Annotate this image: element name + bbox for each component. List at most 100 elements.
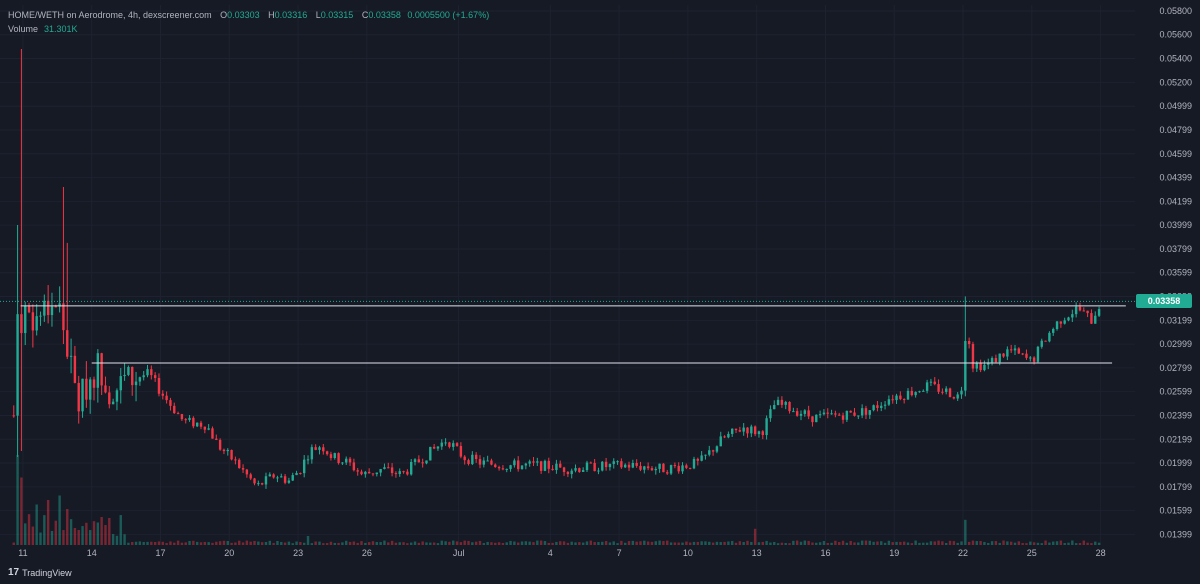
volume-bar (1048, 542, 1051, 545)
candle-body (505, 468, 508, 470)
candle-body (715, 446, 719, 452)
candle-body (662, 463, 665, 473)
candle-body (371, 473, 375, 475)
volume-bar (1032, 542, 1036, 545)
volume-bar (398, 542, 401, 545)
candle-body (501, 468, 505, 470)
volume-bar (910, 543, 914, 545)
candle-body (325, 451, 329, 455)
candle-body (127, 366, 130, 375)
volume-bar (643, 540, 646, 545)
volume-bar (792, 540, 795, 545)
candle-body (402, 471, 405, 473)
volume-bar (929, 541, 933, 545)
volume-bar (207, 542, 210, 545)
volume-bar (497, 542, 501, 545)
volume-bar (1013, 542, 1017, 545)
candle-body (826, 412, 829, 414)
candle-body (918, 391, 921, 393)
x-tick-label: 17 (155, 548, 165, 558)
volume-bar (421, 541, 424, 545)
x-tick-label: 16 (820, 548, 830, 558)
volume-bar (769, 542, 772, 545)
candle-body (88, 379, 92, 400)
candle-body (902, 399, 906, 401)
candle-body (337, 453, 340, 464)
candle-body (471, 454, 474, 465)
candle-body (192, 417, 195, 427)
candle-body (574, 468, 577, 471)
volume-legend: Volume 31.301K (8, 24, 78, 34)
volume-bar (803, 540, 807, 545)
volume-bar (195, 541, 199, 545)
tradingview-brand[interactable]: 17 TradingView (8, 567, 72, 578)
candle-body (593, 462, 596, 472)
y-tick-label: 0.04399 (1159, 173, 1192, 183)
volume-bar (46, 500, 50, 545)
volume-bar (715, 541, 719, 545)
candle-body (207, 428, 210, 430)
candle-body (631, 463, 635, 468)
candle-body (860, 408, 864, 416)
open-value: 0.03303 (227, 10, 260, 20)
volume-bar (941, 541, 944, 545)
candle-body (463, 456, 466, 461)
volume-bar (310, 543, 314, 545)
legend-header: HOME/WETH on Aerodrome, 4h, dexscreener.… (8, 10, 489, 20)
volume-bar (490, 542, 493, 545)
volume-bar (937, 540, 940, 545)
volume-bar (811, 542, 814, 545)
volume-bar (650, 541, 654, 545)
volume-value: 31.301K (44, 24, 78, 34)
volume-bar (467, 540, 470, 545)
candle-body (1094, 315, 1097, 324)
candle-body (845, 410, 849, 420)
volume-bar (88, 530, 92, 545)
candle-body (43, 300, 46, 316)
volume-bar (402, 542, 405, 545)
x-tick-label: 11 (18, 548, 27, 558)
volume-bar (727, 541, 730, 545)
volume-bar (876, 541, 879, 545)
volume-bar (979, 541, 982, 545)
candle-body (494, 464, 497, 468)
candle-body (383, 467, 386, 470)
volume-bar (1017, 541, 1021, 545)
candle-body (807, 410, 810, 417)
candle-body (849, 410, 852, 413)
level-lines (0, 300, 1135, 364)
candle-body (417, 459, 421, 463)
volume-bar (77, 529, 80, 545)
candle-body (1063, 320, 1066, 324)
volume-bar (612, 541, 615, 545)
candle-body (73, 355, 77, 383)
volume-bar (746, 540, 749, 545)
volume-bar (708, 541, 711, 545)
candle-body (834, 413, 837, 415)
volume-bar (918, 542, 921, 545)
candle-body (864, 408, 868, 415)
candle-body (180, 414, 184, 420)
candle-body (184, 419, 187, 421)
volume-bar (123, 534, 126, 545)
volume-bar (956, 542, 959, 545)
volume-bar (413, 541, 417, 545)
candle-body (302, 459, 306, 474)
candle-body (983, 364, 986, 371)
volume-bar (203, 541, 207, 545)
candle-body (685, 465, 688, 468)
volume-bar (914, 540, 917, 545)
candle-body (241, 468, 245, 470)
candle-body (379, 469, 382, 473)
volume-bar (860, 540, 864, 545)
volume-bar (280, 541, 283, 545)
volume-bar (169, 541, 172, 545)
candle-body (696, 458, 700, 461)
volume-bar (581, 542, 585, 545)
candle-body (39, 315, 42, 317)
candle-body (650, 468, 654, 471)
volume-bar (704, 541, 707, 545)
candle-body (643, 466, 646, 470)
candle-body (66, 330, 69, 357)
